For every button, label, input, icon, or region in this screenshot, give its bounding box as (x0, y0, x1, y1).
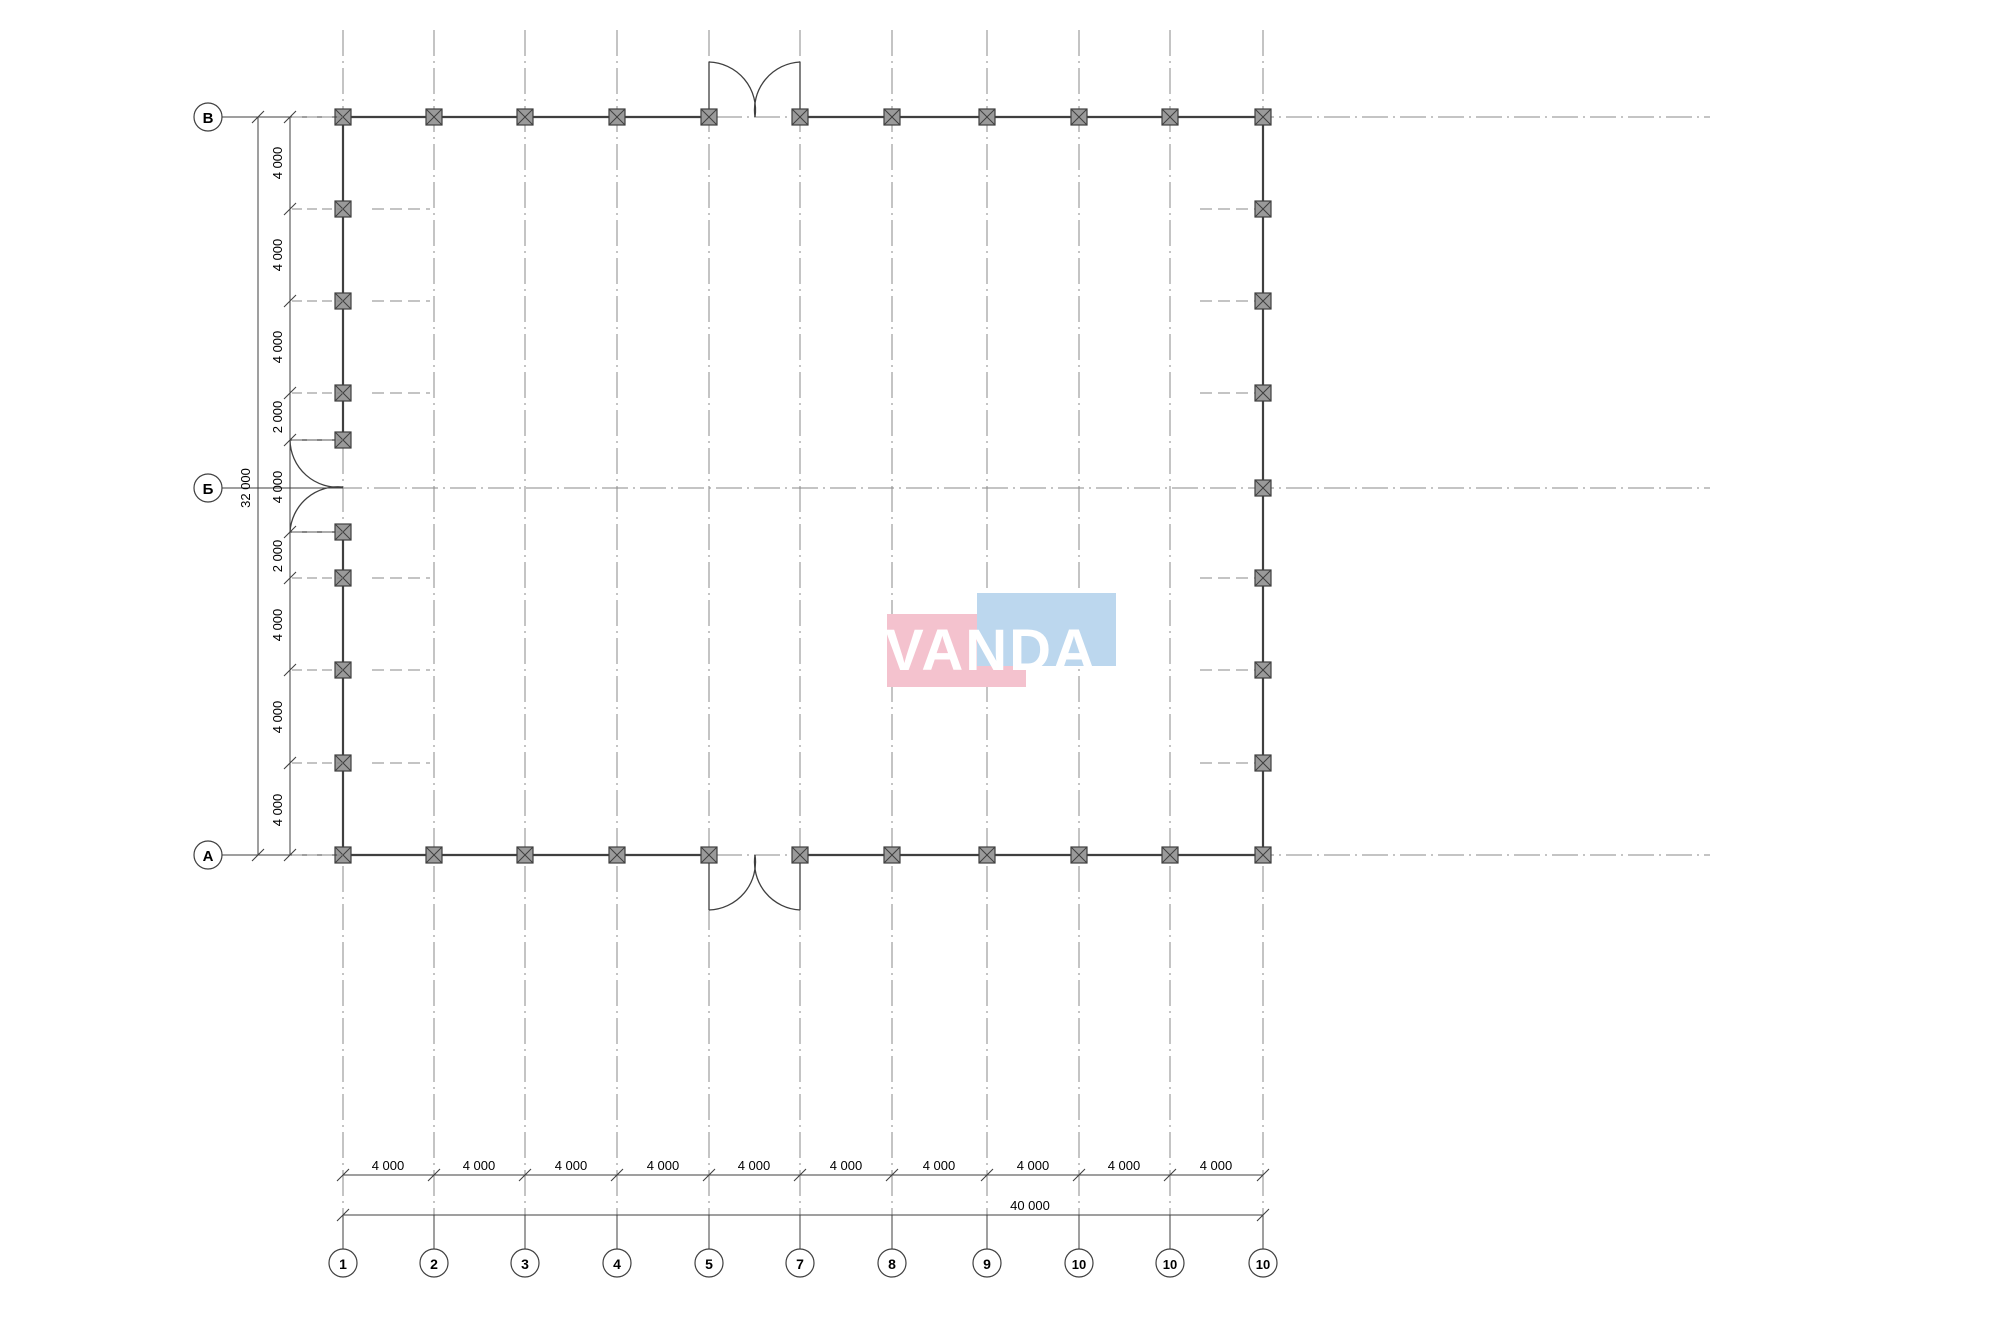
vertical-dimension-chain: 4 000 4 000 4 000 2 000 4 000 2 000 4 00… (270, 110, 343, 862)
grid-label-11: 10 (1256, 1257, 1270, 1272)
grid-bubble-11[interactable] (1248, 1248, 1278, 1278)
grid-label-7: 8 (888, 1256, 896, 1272)
axis-bubble-v[interactable] (193, 102, 223, 132)
grid-bubble-10[interactable] (1155, 1248, 1185, 1278)
vertical-total-label: 32 000 (238, 468, 253, 508)
grid-label-6: 7 (796, 1256, 804, 1272)
grid-bubble-2[interactable] (419, 1248, 449, 1278)
grid-label-3: 3 (521, 1256, 529, 1272)
hdim-label-5: 4 000 (738, 1158, 771, 1173)
grid-label-2: 2 (430, 1256, 438, 1272)
hdim-label-7: 4 000 (923, 1158, 956, 1173)
grid-label-5: 5 (705, 1256, 713, 1272)
grid-lines-vertical (342, 30, 1264, 1230)
door-bottom-double[interactable] (708, 854, 801, 911)
axis-label-v: В (203, 110, 214, 127)
building-outline (341, 115, 1265, 857)
grid-label-10: 10 (1163, 1257, 1177, 1272)
horizontal-total-label: 40 000 (1010, 1198, 1050, 1213)
grid-bubble-3[interactable] (510, 1248, 540, 1278)
vdim-label-5: 4 000 (270, 471, 285, 504)
horizontal-dimension-chain: 4 000 4 000 4 000 4 000 4 000 4 000 4 00… (336, 1158, 1270, 1182)
horizontal-axis-markers: 1 2 3 4 5 7 8 9 10 10 10 (328, 1215, 1278, 1278)
hdim-label-6: 4 000 (830, 1158, 863, 1173)
hdim-label-3: 4 000 (555, 1158, 588, 1173)
hdim-label-9: 4 000 (1108, 1158, 1141, 1173)
door-top-double[interactable] (708, 61, 801, 118)
grid-bubble-4[interactable] (602, 1248, 632, 1278)
grid-bubble-1[interactable] (328, 1248, 358, 1278)
grid-bubble-8[interactable] (972, 1248, 1002, 1278)
vdim-label-3: 4 000 (270, 331, 285, 364)
hdim-label-4: 4 000 (647, 1158, 680, 1173)
vdim-label-2: 4 000 (270, 239, 285, 272)
vertical-total-dimension: 32 000 (238, 110, 265, 862)
door-left-double[interactable] (289, 439, 344, 533)
axis-label-b: Б (203, 481, 214, 498)
grid-stubs-right (1200, 208, 1258, 764)
grid-bubble-6[interactable] (785, 1248, 815, 1278)
hdim-label-10: 4 000 (1200, 1158, 1233, 1173)
axis-bubble-a[interactable] (193, 840, 223, 870)
vertical-axis-markers: В Б А (193, 102, 343, 870)
horizontal-total-dimension: 40 000 (336, 1198, 1270, 1222)
grid-bubble-7[interactable] (877, 1248, 907, 1278)
grid-bubble-9[interactable] (1064, 1248, 1094, 1278)
vdim-label-8: 4 000 (270, 701, 285, 734)
vdim-label-7: 4 000 (270, 609, 285, 642)
vdim-label-1: 4 000 (270, 147, 285, 180)
hdim-label-8: 4 000 (1017, 1158, 1050, 1173)
grid-label-1: 1 (339, 1256, 347, 1272)
columns (334, 108, 1272, 864)
grid-bubble-5[interactable] (694, 1248, 724, 1278)
grid-label-8: 9 (983, 1256, 991, 1272)
grid-label-9: 10 (1072, 1257, 1086, 1272)
grid-stubs-left (372, 208, 430, 764)
grid-lines-horizontal (222, 116, 1710, 856)
vdim-label-9: 4 000 (270, 794, 285, 827)
axis-bubble-b[interactable] (193, 473, 223, 503)
axis-label-a: А (203, 848, 214, 865)
hdim-label-2: 4 000 (463, 1158, 496, 1173)
hdim-label-1: 4 000 (372, 1158, 405, 1173)
vdim-label-4: 2 000 (270, 401, 285, 434)
grid-label-4: 4 (613, 1256, 621, 1272)
vdim-label-6: 2 000 (270, 540, 285, 573)
